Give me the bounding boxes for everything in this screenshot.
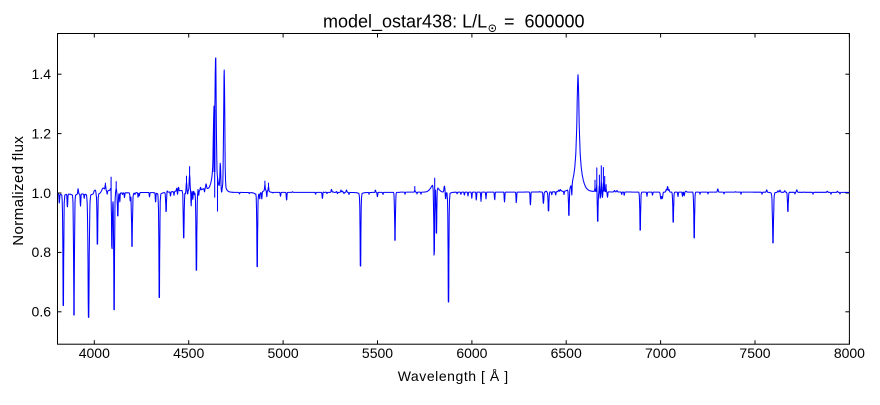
svg-text:model_ostar438: L/L: model_ostar438: L/L bbox=[323, 12, 487, 33]
svg-text:=: = bbox=[504, 12, 515, 32]
svg-text:0.8: 0.8 bbox=[32, 244, 52, 260]
svg-text:Normalized flux: Normalized flux bbox=[10, 136, 27, 246]
svg-text:1.4: 1.4 bbox=[32, 66, 52, 82]
svg-text:8000: 8000 bbox=[834, 345, 865, 361]
svg-text:5000: 5000 bbox=[268, 345, 299, 361]
svg-text:600000: 600000 bbox=[525, 12, 585, 32]
svg-text:7500: 7500 bbox=[739, 345, 770, 361]
svg-text:5500: 5500 bbox=[362, 345, 393, 361]
svg-text:1.2: 1.2 bbox=[32, 125, 52, 141]
svg-text:Wavelength [ Å ]: Wavelength [ Å ] bbox=[398, 368, 509, 384]
svg-text:6000: 6000 bbox=[456, 345, 487, 361]
svg-text:4000: 4000 bbox=[79, 345, 110, 361]
svg-text:1.0: 1.0 bbox=[32, 185, 52, 201]
svg-text:7000: 7000 bbox=[645, 345, 676, 361]
svg-text:4500: 4500 bbox=[173, 345, 204, 361]
svg-text:6500: 6500 bbox=[551, 345, 582, 361]
svg-text:0.6: 0.6 bbox=[32, 304, 52, 320]
